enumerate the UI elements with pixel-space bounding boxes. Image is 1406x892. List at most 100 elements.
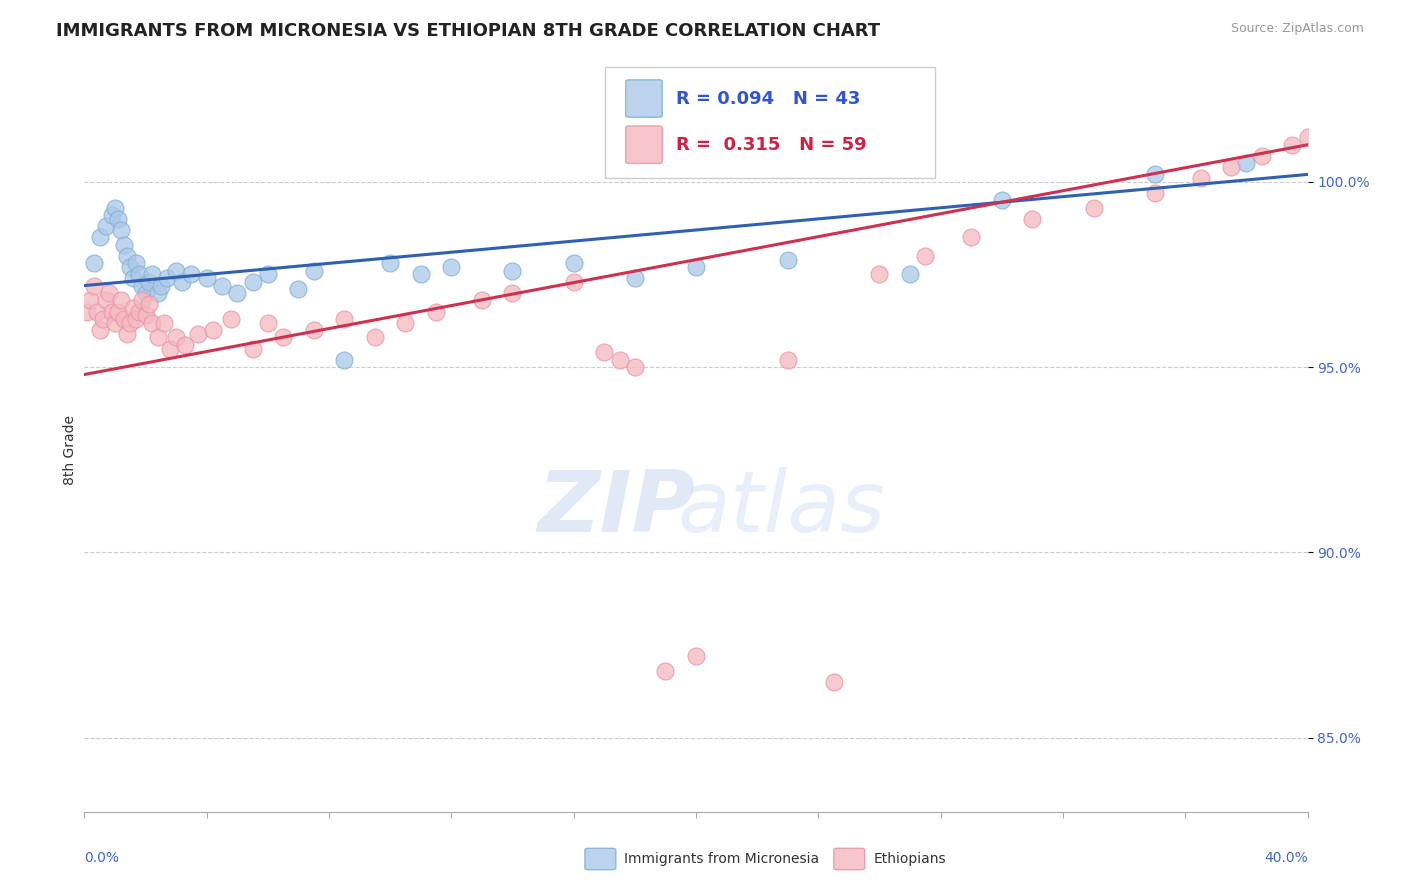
Point xyxy=(76,304,98,318)
Point xyxy=(97,285,120,300)
Point xyxy=(149,278,172,293)
Point xyxy=(898,268,921,282)
Point xyxy=(1021,211,1043,226)
Point xyxy=(380,256,402,270)
Point xyxy=(91,312,114,326)
Point xyxy=(86,304,108,318)
Text: IMMIGRANTS FROM MICRONESIA VS ETHIOPIAN 8TH GRADE CORRELATION CHART: IMMIGRANTS FROM MICRONESIA VS ETHIOPIAN … xyxy=(56,22,880,40)
Point xyxy=(165,264,187,278)
Point xyxy=(101,304,124,318)
Point xyxy=(120,260,142,274)
Point xyxy=(138,275,160,289)
Point xyxy=(242,275,264,289)
Point xyxy=(110,223,132,237)
Point xyxy=(135,308,157,322)
Point xyxy=(226,285,249,300)
Point xyxy=(156,271,179,285)
Point xyxy=(1281,137,1303,152)
Point xyxy=(135,285,157,300)
Point xyxy=(654,664,676,678)
Point xyxy=(120,316,142,330)
Text: 0.0%: 0.0% xyxy=(84,851,120,864)
Point xyxy=(159,342,181,356)
Point xyxy=(333,352,356,367)
Point xyxy=(110,293,132,308)
Point xyxy=(141,316,163,330)
Point xyxy=(122,271,145,285)
Point xyxy=(593,345,616,359)
Point xyxy=(201,323,224,337)
Point xyxy=(1083,201,1105,215)
Text: ZIP: ZIP xyxy=(537,467,695,549)
Text: atlas: atlas xyxy=(678,467,886,549)
Point xyxy=(211,278,233,293)
Text: R =  0.315   N = 59: R = 0.315 N = 59 xyxy=(676,136,868,153)
Point xyxy=(89,323,111,337)
Point xyxy=(562,275,585,289)
Point xyxy=(242,342,264,356)
Point xyxy=(141,268,163,282)
Point xyxy=(333,312,356,326)
Point xyxy=(440,260,463,274)
Point xyxy=(776,252,799,267)
Point xyxy=(195,271,218,285)
Y-axis label: 8th Grade: 8th Grade xyxy=(63,416,77,485)
Point xyxy=(115,249,138,263)
Point xyxy=(1296,130,1319,145)
Point xyxy=(125,312,148,326)
Point xyxy=(128,304,150,318)
Text: Ethiopians: Ethiopians xyxy=(873,852,946,866)
Point xyxy=(112,312,135,326)
Point xyxy=(107,304,129,318)
Point xyxy=(287,282,309,296)
Point xyxy=(394,316,416,330)
Point xyxy=(960,230,983,244)
Point xyxy=(146,330,169,344)
Point xyxy=(128,268,150,282)
Point xyxy=(624,360,647,375)
Point xyxy=(107,211,129,226)
Point xyxy=(425,304,447,318)
Point xyxy=(991,194,1014,208)
Point xyxy=(257,316,280,330)
Point xyxy=(115,326,138,341)
Point xyxy=(685,260,707,274)
Text: R = 0.094   N = 43: R = 0.094 N = 43 xyxy=(676,89,860,108)
Point xyxy=(180,268,202,282)
Point xyxy=(562,256,585,270)
Point xyxy=(776,352,799,367)
Point xyxy=(1143,186,1166,200)
Point xyxy=(257,268,280,282)
Point xyxy=(146,285,169,300)
Point xyxy=(409,268,432,282)
Point xyxy=(94,293,117,308)
Point xyxy=(104,201,127,215)
Point xyxy=(471,293,494,308)
Point xyxy=(685,649,707,664)
Text: Immigrants from Micronesia: Immigrants from Micronesia xyxy=(624,852,820,866)
Point xyxy=(89,230,111,244)
Point xyxy=(131,278,153,293)
Point xyxy=(1189,171,1212,186)
Point xyxy=(302,323,325,337)
Point xyxy=(131,293,153,308)
Point xyxy=(165,330,187,344)
Point xyxy=(219,312,242,326)
Point xyxy=(364,330,387,344)
Point xyxy=(1143,168,1166,182)
Point xyxy=(83,256,105,270)
Point xyxy=(153,316,176,330)
Point xyxy=(104,316,127,330)
Text: 40.0%: 40.0% xyxy=(1264,851,1308,864)
Point xyxy=(624,271,647,285)
Point xyxy=(823,675,845,690)
Point xyxy=(172,275,194,289)
Point xyxy=(122,301,145,315)
Point xyxy=(1250,149,1272,163)
Point xyxy=(94,219,117,234)
Point xyxy=(1236,156,1258,170)
Point xyxy=(914,249,936,263)
Point xyxy=(869,268,891,282)
Point xyxy=(186,326,208,341)
Point xyxy=(609,352,631,367)
